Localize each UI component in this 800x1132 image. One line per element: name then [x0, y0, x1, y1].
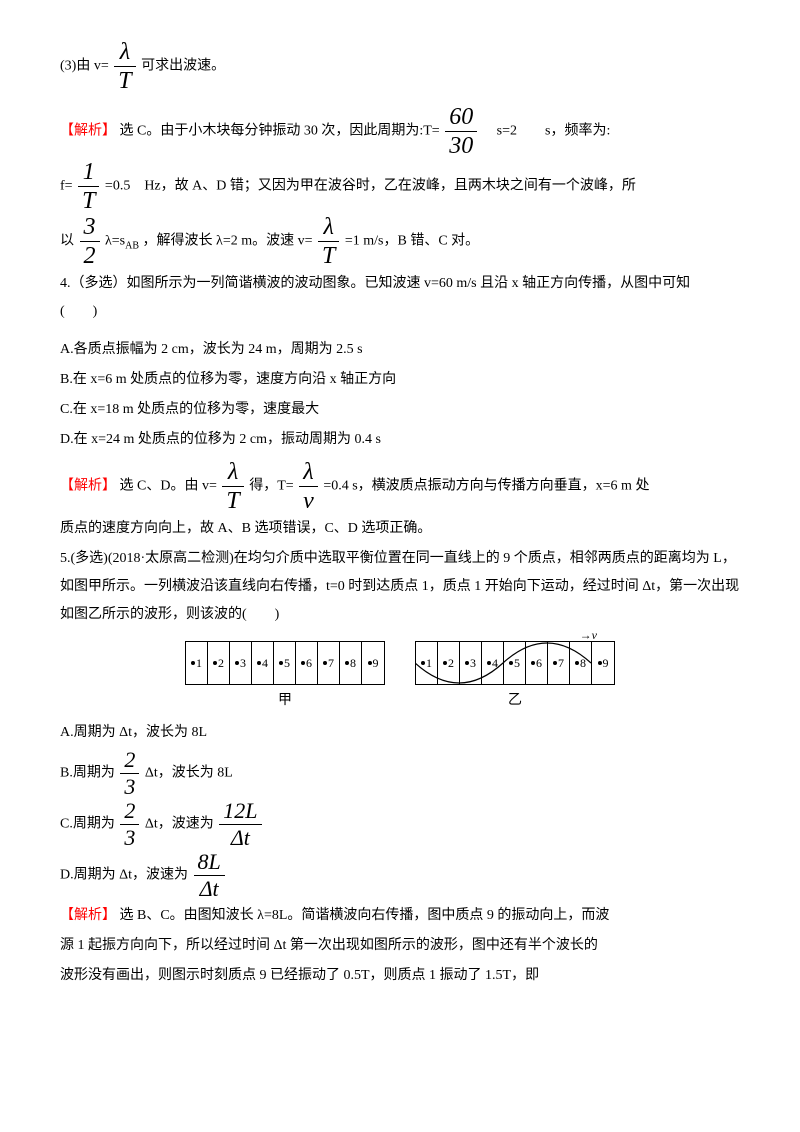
- cell: 2: [438, 642, 460, 684]
- analysis-label: 【解析】: [60, 479, 116, 494]
- analysis-1-line1: 【解析】 选 C。由于小木块每分钟振动 30 次，因此周期为:T= 60 30 …: [60, 105, 740, 158]
- fraction-2-over-3-b: 2 3: [120, 800, 139, 849]
- question-5-stem: 5.(多选)(2018·太原高二检测)在均匀介质中选取平衡位置在同一直线上的 9…: [60, 545, 740, 629]
- cell: 9: [362, 642, 384, 684]
- text: 得，T=: [249, 479, 293, 494]
- text: Δt，波速为: [145, 817, 214, 832]
- analysis-1-line3: 以 3 2 λ=sAB ，解得波长 λ=2 m。波速 v= λ T =1 m/s…: [60, 215, 740, 268]
- cell: 3: [460, 642, 482, 684]
- caption-jia: 甲: [185, 687, 385, 715]
- text: λ=s: [105, 234, 125, 249]
- numbox-yi: 1 2 3 4 5 6 7 8 9: [415, 641, 615, 685]
- fraction-2-over-3: 2 3: [120, 749, 139, 798]
- analysis-label: 【解析】: [60, 908, 116, 923]
- text: 波形没有画出，则图示时刻质点 9 已经振动了 0.5T，则质点 1 振动了 1.…: [60, 968, 539, 983]
- text: =0.4 s，横波质点振动方向与传播方向垂直，x=6 m 处: [323, 479, 649, 494]
- numbox-jia: 1 2 3 4 5 6 7 8 9: [185, 641, 385, 685]
- cell: 7: [548, 642, 570, 684]
- analysis-label: 【解析】: [60, 124, 116, 139]
- text: f=: [60, 179, 73, 194]
- fraction-12L-over-dt: 12L Δt: [219, 800, 261, 849]
- cell: 4: [482, 642, 504, 684]
- figure-jia: 1 2 3 4 5 6 7 8 9 甲: [185, 641, 385, 715]
- fraction-lambda-over-T: λ T: [114, 40, 135, 93]
- text: 质点的速度方向向上，故 A、B 选项错误，C、D 选项正确。: [60, 521, 431, 536]
- text: 5.(多选)(2018·太原高二检测)在均匀介质中选取平衡位置在同一直线上的 9…: [60, 551, 739, 622]
- fraction-3-over-2: 3 2: [80, 215, 100, 268]
- cell: 6: [296, 642, 318, 684]
- text: ，解得波长 λ=2 m。波速 v=: [143, 234, 313, 249]
- cell: 1: [186, 642, 208, 684]
- fraction-60-over-30: 60 30: [445, 105, 477, 158]
- option-4A: A.各质点振幅为 2 cm，波长为 24 m，周期为 2.5 s: [60, 336, 740, 364]
- cell: 5: [504, 642, 526, 684]
- fraction-1-over-T: 1 T: [78, 160, 99, 213]
- question-4-stem: 4.（多选）如图所示为一列简谐横波的波动图象。已知波速 v=60 m/s 且沿 …: [60, 270, 740, 326]
- option-5A: A.周期为 Δt，波长为 8L: [60, 719, 740, 747]
- text: 以: [60, 234, 74, 249]
- text: 选 C、D。由 v=: [120, 479, 217, 494]
- text: D.周期为 Δt，波速为: [60, 868, 188, 883]
- cell: 1: [416, 642, 438, 684]
- fraction-8L-over-dt: 8L Δt: [194, 851, 225, 900]
- text: =0.5 Hz，故 A、D 错；又因为甲在波谷时，乙在波峰，且两木块之间有一个波…: [105, 179, 636, 194]
- cell: 9: [592, 642, 614, 684]
- cell: 6: [526, 642, 548, 684]
- text: (3)由 v=: [60, 59, 109, 74]
- option-4B: B.在 x=6 m 处质点的位移为零，速度方向沿 x 轴正方向: [60, 366, 740, 394]
- figure-yi: →v 1 2 3 4 5 6 7 8 9 乙: [415, 641, 615, 715]
- text: 可求出波速。: [141, 59, 225, 74]
- text: 源 1 起振方向向下，所以经过时间 Δt 第一次出现如图所示的波形，图中还有半个…: [60, 938, 598, 953]
- option-5C: C.周期为 2 3 Δt，波速为 12L Δt: [60, 800, 740, 849]
- option-5B: B.周期为 2 3 Δt，波长为 8L: [60, 749, 740, 798]
- cell: 2: [208, 642, 230, 684]
- analysis-4-line1: 【解析】 选 C、D。由 v= λ T 得，T= λ v =0.4 s，横波质点…: [60, 460, 740, 513]
- fraction-lambda-over-T-3: λ T: [222, 460, 243, 513]
- text: C.周期为: [60, 817, 115, 832]
- text: B.周期为: [60, 766, 115, 781]
- text: s=2 s，频率为:: [483, 124, 611, 139]
- cell: 5: [274, 642, 296, 684]
- text: 选 B、C。由图知波长 λ=8L。简谐横波向右传播，图中质点 9 的振动向上，而…: [120, 908, 610, 923]
- cell: 4: [252, 642, 274, 684]
- text: 选 C。由于小木块每分钟振动 30 次，因此周期为:T=: [120, 124, 440, 139]
- option-5D: D.周期为 Δt，波速为 8L Δt: [60, 851, 740, 900]
- cell: 8: [340, 642, 362, 684]
- fraction-lambda-over-T-2: λ T: [318, 215, 339, 268]
- figure-q5: 1 2 3 4 5 6 7 8 9 甲 →v 1 2 3 4 5 6 7 8 9: [60, 641, 740, 715]
- cell: 8: [570, 642, 592, 684]
- fraction-lambda-over-v: λ v: [299, 460, 318, 513]
- caption-yi: 乙: [415, 687, 615, 715]
- analysis-5-line3: 波形没有画出，则图示时刻质点 9 已经振动了 0.5T，则质点 1 振动了 1.…: [60, 962, 740, 990]
- line-3-wave-speed: (3)由 v= λ T 可求出波速。: [60, 40, 740, 93]
- analysis-5-line2: 源 1 起振方向向下，所以经过时间 Δt 第一次出现如图所示的波形，图中还有半个…: [60, 932, 740, 960]
- text: Δt，波长为 8L: [145, 766, 233, 781]
- cell: 7: [318, 642, 340, 684]
- analysis-1-line2: f= 1 T =0.5 Hz，故 A、D 错；又因为甲在波谷时，乙在波峰，且两木…: [60, 160, 740, 213]
- subscript: AB: [125, 241, 139, 252]
- analysis-5-line1: 【解析】 选 B、C。由图知波长 λ=8L。简谐横波向右传播，图中质点 9 的振…: [60, 902, 740, 930]
- option-4D: D.在 x=24 m 处质点的位移为 2 cm，振动周期为 0.4 s: [60, 426, 740, 454]
- text: =1 m/s，B 错、C 对。: [345, 234, 479, 249]
- cell: 3: [230, 642, 252, 684]
- text: 4.（多选）如图所示为一列简谐横波的波动图象。已知波速 v=60 m/s 且沿 …: [60, 276, 704, 319]
- option-4C: C.在 x=18 m 处质点的位移为零，速度最大: [60, 396, 740, 424]
- analysis-4-line2: 质点的速度方向向上，故 A、B 选项错误，C、D 选项正确。: [60, 515, 740, 543]
